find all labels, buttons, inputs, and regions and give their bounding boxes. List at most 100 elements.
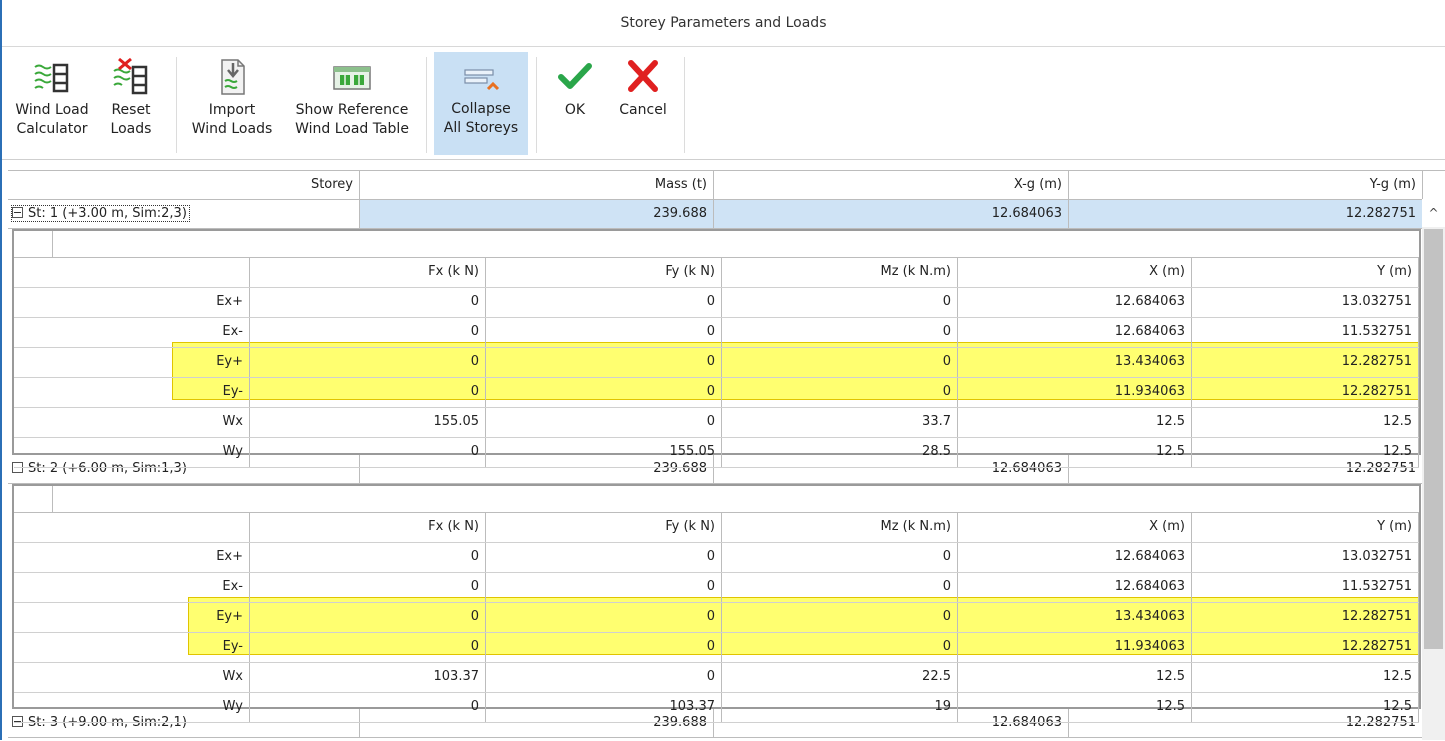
x-cell[interactable]: 12.684063 [958, 288, 1192, 317]
load-case-row[interactable]: Wx 103.37 0 22.5 12.5 12.5 [14, 663, 1419, 693]
collapse-toggle-icon[interactable] [12, 207, 23, 218]
vertical-scrollbar[interactable]: ^ [1422, 199, 1445, 740]
fy-cell[interactable]: 0 [486, 573, 722, 602]
mz-cell[interactable]: 28.5 [722, 438, 958, 467]
mz-cell[interactable]: 0 [722, 573, 958, 602]
mz-cell[interactable]: 0 [722, 378, 958, 407]
y-cell[interactable]: 12.5 [1192, 693, 1419, 722]
x-cell[interactable]: 11.934063 [958, 378, 1192, 407]
fy-cell[interactable]: 0 [486, 348, 722, 377]
mz-cell[interactable]: 0 [722, 318, 958, 347]
mz-cell[interactable]: 0 [722, 543, 958, 572]
detail-header-mz[interactable]: Mz (k N.m) [722, 513, 958, 542]
detail-header-y[interactable]: Y (m) [1192, 513, 1419, 542]
detail-header-fy[interactable]: Fy (k N) [486, 258, 722, 287]
fy-cell[interactable]: 155.05 [486, 438, 722, 467]
x-cell[interactable]: 11.934063 [958, 633, 1192, 662]
fx-cell[interactable]: 0 [250, 288, 486, 317]
detail-header-fx[interactable]: Fx (k N) [250, 513, 486, 542]
load-case-row[interactable]: Ex- 0 0 0 12.684063 11.532751 [14, 318, 1419, 348]
fy-cell[interactable]: 0 [486, 603, 722, 632]
load-case-row[interactable]: Wy 0 155.05 28.5 12.5 12.5 [14, 438, 1419, 468]
detail-header-x[interactable]: X (m) [958, 258, 1192, 287]
column-header-mass[interactable]: Mass (t) [360, 171, 714, 199]
fy-cell[interactable]: 0 [486, 633, 722, 662]
show-reference-table-button[interactable]: Show Reference Wind Load Table [288, 53, 416, 153]
scroll-up-icon[interactable]: ^ [1422, 199, 1445, 227]
fy-cell[interactable]: 0 [486, 378, 722, 407]
fx-cell[interactable]: 0 [250, 603, 486, 632]
fx-cell[interactable]: 0 [250, 573, 486, 602]
load-case-row[interactable]: Ey+ 0 0 0 13.434063 12.282751 [14, 603, 1419, 633]
detail-header-y[interactable]: Y (m) [1192, 258, 1419, 287]
load-case-row[interactable]: Ex+ 0 0 0 12.684063 13.032751 [14, 543, 1419, 573]
fx-cell[interactable]: 155.05 [250, 408, 486, 437]
mz-cell[interactable]: 19 [722, 693, 958, 722]
fy-cell[interactable]: 103.37 [486, 693, 722, 722]
x-cell[interactable]: 12.5 [958, 693, 1192, 722]
column-header-storey[interactable]: Storey [8, 171, 360, 199]
fx-cell[interactable]: 0 [250, 348, 486, 377]
fx-cell[interactable]: 0 [250, 633, 486, 662]
fx-cell[interactable]: 0 [250, 543, 486, 572]
y-cell[interactable]: 12.282751 [1192, 633, 1419, 662]
detail-header-fx[interactable]: Fx (k N) [250, 258, 486, 287]
ok-button[interactable]: OK [550, 53, 600, 153]
load-case-row[interactable]: Ex+ 0 0 0 12.684063 13.032751 [14, 288, 1419, 318]
storey-mass-cell[interactable]: 239.688 [360, 200, 714, 228]
y-cell[interactable]: 12.282751 [1192, 378, 1419, 407]
storey-name-cell[interactable]: St: 1 (+3.00 m, Sim:2,3) [8, 200, 360, 228]
storey-xg-cell[interactable]: 12.684063 [714, 200, 1069, 228]
fx-cell[interactable]: 0 [250, 693, 486, 722]
fy-cell[interactable]: 0 [486, 408, 722, 437]
y-cell[interactable]: 12.5 [1192, 663, 1419, 692]
fy-cell[interactable]: 0 [486, 288, 722, 317]
reset-loads-button[interactable]: Reset Loads [100, 53, 162, 153]
y-cell[interactable]: 11.532751 [1192, 318, 1419, 347]
load-case-row[interactable]: Ey- 0 0 0 11.934063 12.282751 [14, 633, 1419, 663]
fy-cell[interactable]: 0 [486, 663, 722, 692]
x-cell[interactable]: 12.5 [958, 438, 1192, 467]
fx-cell[interactable]: 0 [250, 438, 486, 467]
storey-row[interactable]: St: 1 (+3.00 m, Sim:2,3) 239.688 12.6840… [8, 200, 1423, 229]
x-cell[interactable]: 13.434063 [958, 348, 1192, 377]
mz-cell[interactable]: 22.5 [722, 663, 958, 692]
x-cell[interactable]: 12.684063 [958, 543, 1192, 572]
load-case-row[interactable]: Wy 0 103.37 19 12.5 12.5 [14, 693, 1419, 723]
wind-load-calculator-button[interactable]: Wind Load Calculator [10, 53, 94, 153]
y-cell[interactable]: 12.282751 [1192, 348, 1419, 377]
x-cell[interactable]: 12.5 [958, 408, 1192, 437]
x-cell[interactable]: 13.434063 [958, 603, 1192, 632]
y-cell[interactable]: 13.032751 [1192, 543, 1419, 572]
y-cell[interactable]: 13.032751 [1192, 288, 1419, 317]
x-cell[interactable]: 12.684063 [958, 318, 1192, 347]
x-cell[interactable]: 12.5 [958, 663, 1192, 692]
fy-cell[interactable]: 0 [486, 318, 722, 347]
cancel-button[interactable]: Cancel [612, 53, 674, 153]
column-header-yg[interactable]: Y-g (m) [1069, 171, 1423, 199]
fx-cell[interactable]: 0 [250, 378, 486, 407]
y-cell[interactable]: 12.5 [1192, 438, 1419, 467]
y-cell[interactable]: 12.5 [1192, 408, 1419, 437]
fx-cell[interactable]: 0 [250, 318, 486, 347]
detail-header-x[interactable]: X (m) [958, 513, 1192, 542]
load-case-row[interactable]: Wx 155.05 0 33.7 12.5 12.5 [14, 408, 1419, 438]
y-cell[interactable]: 12.282751 [1192, 603, 1419, 632]
storey-yg-cell[interactable]: 12.282751 [1069, 200, 1423, 228]
load-case-row[interactable]: Ey- 0 0 0 11.934063 12.282751 [14, 378, 1419, 408]
load-case-row[interactable]: Ey+ 0 0 0 13.434063 12.282751 [14, 348, 1419, 378]
mz-cell[interactable]: 0 [722, 348, 958, 377]
import-wind-loads-button[interactable]: Import Wind Loads [188, 53, 276, 153]
column-header-xg[interactable]: X-g (m) [714, 171, 1069, 199]
scrollbar-thumb[interactable] [1424, 229, 1443, 649]
mz-cell[interactable]: 0 [722, 633, 958, 662]
x-cell[interactable]: 12.684063 [958, 573, 1192, 602]
detail-header-fy[interactable]: Fy (k N) [486, 513, 722, 542]
collapse-all-storeys-button[interactable]: Collapse All Storeys [434, 52, 528, 155]
load-case-row[interactable]: Ex- 0 0 0 12.684063 11.532751 [14, 573, 1419, 603]
mz-cell[interactable]: 0 [722, 603, 958, 632]
fx-cell[interactable]: 103.37 [250, 663, 486, 692]
fy-cell[interactable]: 0 [486, 543, 722, 572]
detail-header-mz[interactable]: Mz (k N.m) [722, 258, 958, 287]
mz-cell[interactable]: 33.7 [722, 408, 958, 437]
